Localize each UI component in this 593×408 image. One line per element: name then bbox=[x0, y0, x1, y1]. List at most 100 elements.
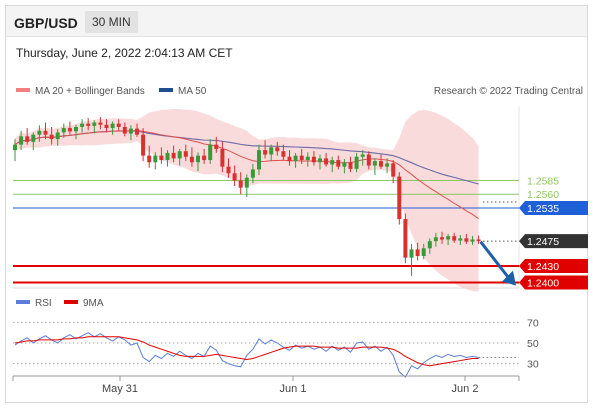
bollinger-legend-swatch bbox=[16, 88, 30, 92]
candle bbox=[171, 145, 176, 163]
candle bbox=[31, 132, 36, 151]
candle bbox=[336, 155, 341, 170]
x-tick-label-jun1: Jun 1 bbox=[280, 383, 307, 395]
candle bbox=[177, 149, 182, 166]
candle bbox=[299, 149, 304, 164]
x-tick-label-jun2: Jun 2 bbox=[452, 383, 479, 395]
ma9-legend-label: 9MA bbox=[83, 298, 104, 309]
candle bbox=[61, 123, 66, 138]
rsi-legend-label: RSI bbox=[35, 298, 52, 309]
rsi-legend-swatch bbox=[16, 300, 30, 304]
candle bbox=[458, 235, 463, 245]
candle bbox=[263, 140, 268, 159]
candle bbox=[214, 136, 219, 153]
level-label-1.2400: 1.2400 bbox=[527, 277, 559, 289]
ma20-line bbox=[14, 129, 479, 220]
rsi-tick-30: 30 bbox=[527, 359, 539, 371]
bollinger-legend-label: MA 20 + Bollinger Bands bbox=[35, 86, 145, 97]
candle bbox=[122, 122, 127, 137]
candle bbox=[269, 144, 274, 162]
candle bbox=[318, 154, 322, 170]
level-label-1.2430: 1.2430 bbox=[527, 261, 559, 273]
currency-pair-title: GBP/USD bbox=[14, 15, 78, 31]
candle bbox=[196, 152, 200, 172]
candle bbox=[440, 231, 444, 244]
candle bbox=[232, 165, 237, 186]
candle bbox=[183, 144, 188, 162]
candle bbox=[104, 119, 109, 133]
candle bbox=[476, 235, 481, 244]
candle bbox=[74, 124, 78, 140]
candle bbox=[433, 232, 438, 247]
ma9-legend-swatch bbox=[64, 300, 78, 304]
candle bbox=[446, 233, 451, 245]
candle bbox=[421, 243, 426, 260]
candle bbox=[25, 128, 30, 145]
x-tick-label-may31: May 31 bbox=[102, 383, 138, 395]
candle bbox=[366, 151, 371, 170]
level-tag-1.2430 bbox=[519, 258, 588, 273]
candle bbox=[348, 156, 353, 173]
candle bbox=[354, 152, 359, 173]
candle bbox=[189, 147, 194, 167]
price-chart: MA 20 + Bollinger Bands MA 50 Research ©… bbox=[12, 86, 588, 395]
candle bbox=[470, 236, 475, 245]
candle bbox=[250, 163, 255, 184]
candle bbox=[275, 141, 280, 156]
level-tag-1.2535 bbox=[519, 201, 588, 216]
candle bbox=[415, 242, 420, 261]
candle bbox=[305, 152, 310, 167]
candle bbox=[159, 147, 164, 164]
rsi-line bbox=[14, 332, 479, 378]
rsi-ma9-line bbox=[14, 336, 479, 367]
candle bbox=[208, 139, 213, 164]
moving-averages bbox=[14, 129, 479, 220]
candle bbox=[128, 125, 133, 141]
candle bbox=[324, 152, 329, 167]
candle bbox=[330, 156, 335, 173]
price-level-labels: 1.2585 1.2560 1.2535 1.2475 1.2430 1.2400 bbox=[519, 175, 588, 290]
candle bbox=[43, 122, 48, 140]
bollinger-band-area bbox=[15, 108, 479, 292]
candle bbox=[86, 118, 91, 131]
candle bbox=[153, 152, 158, 170]
candle bbox=[55, 129, 60, 146]
rsi-tick-70: 70 bbox=[527, 317, 539, 329]
candle bbox=[391, 160, 396, 184]
level-label-1.2585: 1.2585 bbox=[527, 175, 559, 187]
level-tag-1.2475 bbox=[519, 234, 588, 249]
candle bbox=[452, 232, 457, 243]
candle bbox=[257, 144, 261, 175]
candle bbox=[427, 238, 432, 254]
rsi-tick-50: 50 bbox=[527, 338, 539, 350]
candle bbox=[409, 243, 414, 276]
candle bbox=[116, 119, 121, 131]
timestamp: Thursday, June 2, 2022 2:04:13 AM CET bbox=[16, 46, 233, 60]
candle bbox=[110, 121, 115, 135]
level-label-1.2560: 1.2560 bbox=[527, 189, 559, 201]
candle bbox=[342, 158, 347, 174]
candle bbox=[311, 151, 316, 166]
candle bbox=[98, 117, 103, 130]
candle bbox=[287, 150, 292, 166]
level-label-1.2535: 1.2535 bbox=[527, 203, 559, 215]
candle bbox=[238, 172, 243, 195]
candle bbox=[49, 126, 54, 145]
timeframe-button[interactable]: 30 MIN bbox=[85, 11, 138, 33]
rsi-panel: 70 50 30 bbox=[13, 317, 539, 378]
candle bbox=[37, 125, 42, 142]
price-levels bbox=[13, 179, 519, 284]
chart-header: GBP/USD 30 MIN bbox=[6, 6, 587, 37]
level-label-1.2475: 1.2475 bbox=[527, 236, 559, 248]
candle bbox=[67, 121, 72, 135]
candle bbox=[135, 123, 139, 137]
candle bbox=[13, 139, 17, 162]
research-credit: Research © 2022 Trading Central bbox=[434, 86, 583, 97]
ma50-legend-swatch bbox=[159, 88, 173, 92]
candle bbox=[244, 174, 249, 197]
candle bbox=[385, 158, 390, 174]
candle bbox=[92, 120, 97, 134]
candle bbox=[281, 144, 286, 161]
candle bbox=[202, 149, 207, 164]
candle bbox=[360, 150, 365, 166]
